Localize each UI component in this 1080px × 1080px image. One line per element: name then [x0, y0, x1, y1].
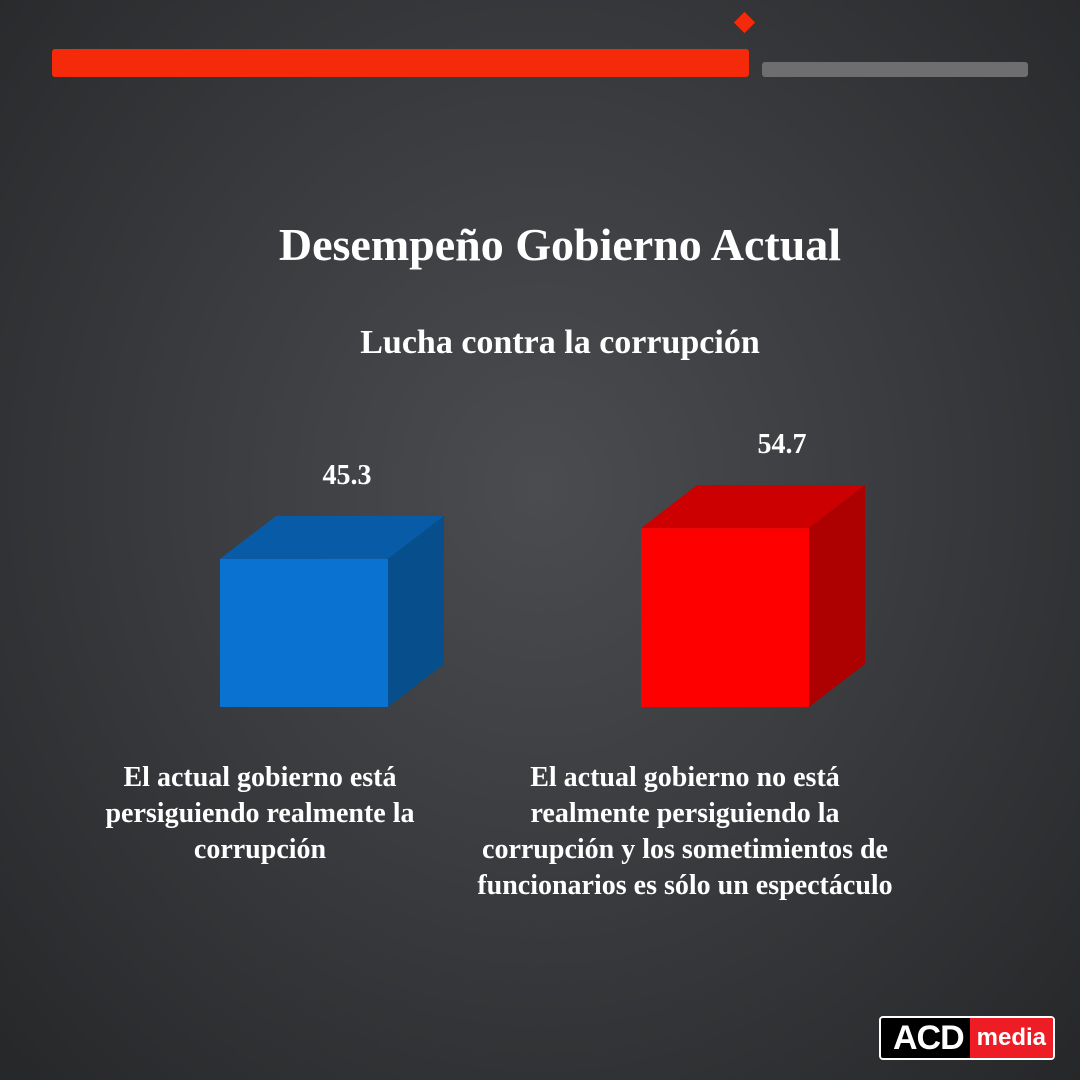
progress-bar-remaining: [762, 62, 1028, 77]
category-label-0: El actual gobierno está persiguiendo rea…: [105, 762, 415, 865]
bar-0-top: [220, 515, 444, 559]
logo-text-right: media: [969, 1018, 1053, 1058]
progress-bar-active: [52, 49, 749, 77]
bar-1-side: [809, 485, 865, 707]
chart-title: Desempeño Gobierno Actual: [278, 219, 842, 270]
logo-text-left: ACD: [893, 1019, 965, 1057]
bar-0: [220, 558, 388, 707]
category-label-1: El actual gobierno no está realmente per…: [477, 762, 893, 901]
data-label-1: 54.7: [758, 429, 807, 460]
acd-media-logo: ACD media: [879, 1016, 1055, 1060]
bar-1: [641, 528, 809, 707]
data-label-0: 45.3: [323, 460, 372, 491]
chart-subtitle: Lucha contra la corrupción: [360, 324, 760, 361]
bar-0-side: [388, 515, 444, 707]
bar-1-top: [641, 485, 865, 529]
